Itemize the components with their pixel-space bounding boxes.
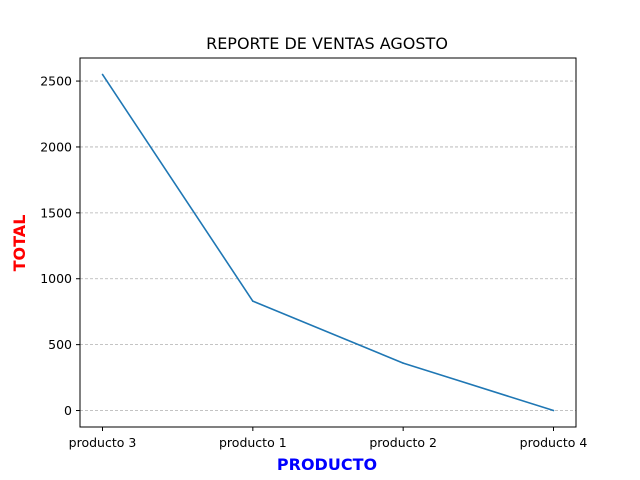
y-tick-label: 1500 xyxy=(40,205,72,220)
plot-frame xyxy=(79,57,577,428)
y-tick-label: 2500 xyxy=(40,74,72,89)
data-point xyxy=(101,73,104,76)
x-tick-label: producto 3 xyxy=(69,435,137,450)
y-gridlines xyxy=(80,80,576,411)
x-axis-label: PRODUCTO xyxy=(277,455,377,474)
data-point xyxy=(552,409,555,412)
y-tick-label: 500 xyxy=(48,337,72,352)
chart-title: REPORTE DE VENTAS AGOSTO xyxy=(206,34,448,53)
data-point xyxy=(402,362,404,364)
x-tick-label: producto 2 xyxy=(369,435,437,450)
x-tick-label: producto 4 xyxy=(520,435,588,450)
y-tick-label: 1000 xyxy=(40,271,72,286)
y-axis-ticks: 0 500 1000 1500 2000 2500 xyxy=(40,74,80,418)
y-tick-label: 0 xyxy=(64,403,72,418)
x-axis-ticks: producto 3 producto 1 producto 2 producto 4 xyxy=(69,427,588,450)
series-layer xyxy=(101,73,555,412)
series-line xyxy=(101,74,554,412)
y-tick-label: 2000 xyxy=(40,139,72,154)
y-axis-label: TOTAL xyxy=(10,215,29,272)
data-point xyxy=(252,300,254,302)
x-tick-label: producto 1 xyxy=(219,435,287,450)
